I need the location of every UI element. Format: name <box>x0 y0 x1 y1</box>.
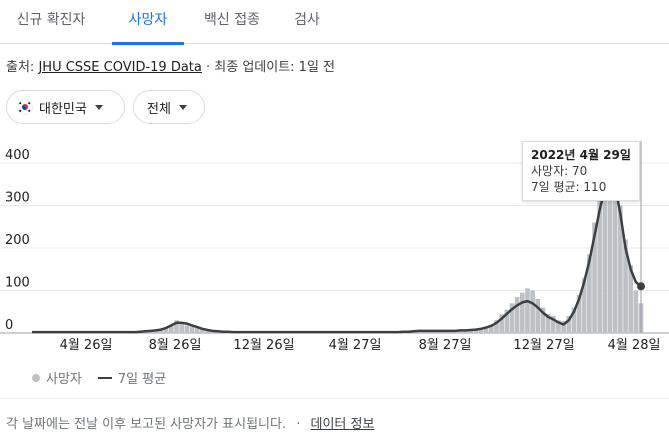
death-bar <box>597 197 603 333</box>
death-bar <box>561 321 566 333</box>
death-bar <box>478 328 484 333</box>
death-bar <box>581 277 587 333</box>
death-bar <box>623 239 628 333</box>
dropdown-caret-icon <box>94 104 103 110</box>
death-bar <box>205 330 210 333</box>
hover-point <box>637 282 645 291</box>
range-label: 전체 <box>147 101 171 117</box>
chart-tooltip: 2022년 4월 29일 사망자: 70 7일 평균: 110 <box>522 141 640 201</box>
x-tick-label: 8월 26일 <box>149 338 202 353</box>
footer-separator: · <box>296 417 301 432</box>
death-bar <box>545 313 551 333</box>
x-tick-label: 4월 28일 <box>608 338 661 353</box>
death-bar <box>163 328 169 333</box>
death-bar <box>463 330 468 333</box>
y-tick-label: 400 <box>5 148 30 163</box>
footer-note: 각 날짜에는 전날 이후 보고된 사망자가 표시됩니다. · 데이터 정보 <box>6 413 374 432</box>
death-bar <box>525 288 530 333</box>
death-bar <box>210 331 215 333</box>
death-bar <box>607 167 613 333</box>
source-link[interactable]: JHU CSSE COVID-19 Data <box>38 60 202 75</box>
tab-deaths[interactable]: 사망자 <box>112 0 184 45</box>
death-bar <box>612 180 618 333</box>
dropdown-caret-icon <box>178 104 187 110</box>
death-bar <box>494 320 499 333</box>
last-updated: · 최종 업데이트: 1일 전 <box>206 60 336 75</box>
y-tick-label: 100 <box>5 276 30 291</box>
death-bar <box>566 316 572 333</box>
x-tick-label: 4월 27일 <box>329 338 382 353</box>
legend-bars-label: 사망자 <box>46 372 82 387</box>
death-bar <box>199 329 205 333</box>
x-tick-label: 12월 26일 <box>233 338 294 353</box>
death-bar <box>189 326 195 333</box>
death-bar <box>535 299 541 333</box>
bars-legend-swatch <box>32 373 40 382</box>
country-selector[interactable]: 대한민국 <box>6 90 125 124</box>
death-bar <box>509 303 515 333</box>
death-bar <box>153 330 159 333</box>
legend-line-label: 7일 평균 <box>117 372 167 387</box>
death-bar <box>514 296 520 333</box>
x-tick-label: 4월 26일 <box>60 338 113 353</box>
x-tick-label: 12월 27일 <box>513 338 574 353</box>
death-bar <box>458 330 463 333</box>
death-bar <box>550 316 556 333</box>
seven-day-average-line <box>32 176 642 334</box>
data-info-link[interactable]: 데이터 정보 <box>310 417 375 432</box>
death-bar <box>483 327 489 333</box>
divider <box>0 398 669 399</box>
death-bar <box>499 314 504 333</box>
death-bar <box>602 175 608 333</box>
line-legend-swatch <box>97 376 112 379</box>
death-bar <box>174 320 179 333</box>
death-bar <box>618 205 623 333</box>
deaths-chart[interactable]: 0 100 200 300 400 4월 26일 8월 26일 12월 26일 4월 27일 8… <box>0 0 669 360</box>
footer-text: 각 날짜에는 전날 이후 보고된 사망자가 표시됩니다. <box>6 417 287 432</box>
tab-vaccinations[interactable]: 백신 접종 <box>204 12 260 28</box>
death-bar <box>504 309 510 333</box>
death-bar <box>530 290 535 333</box>
death-bar <box>179 323 184 333</box>
death-bar <box>633 290 639 333</box>
death-bar <box>158 330 164 333</box>
tab-new-cases[interactable]: 신규 확진자 <box>16 12 86 28</box>
y-tick-label: 0 <box>5 318 13 333</box>
y-tick-label: 200 <box>5 233 30 248</box>
death-bar <box>215 332 221 333</box>
death-bar <box>587 254 592 333</box>
death-bar <box>540 307 546 333</box>
x-tick-label: 8월 27일 <box>419 338 472 353</box>
death-bar <box>592 222 597 333</box>
death-bar <box>519 292 525 333</box>
country-label: 대한민국 <box>39 101 87 117</box>
death-bar <box>473 329 479 333</box>
death-bar <box>489 324 494 333</box>
tab-bar: 신규 확진자 사망자 백신 접종 검사 <box>0 0 669 45</box>
source-line: 출처: JHU CSSE COVID-19 Data · 최종 업데이트: 1일… <box>6 56 335 75</box>
chart-legend: 사망자 7일 평균 <box>32 368 166 387</box>
korea-flag-icon <box>17 99 33 115</box>
death-bar <box>468 330 474 333</box>
death-bar <box>556 320 561 333</box>
death-bar <box>184 325 190 333</box>
death-bar <box>628 265 634 333</box>
tooltip-date: 2022년 4월 29일 <box>531 148 631 162</box>
tooltip-deaths: 사망자: 70 <box>531 164 588 178</box>
death-bar <box>194 327 200 333</box>
tab-tests[interactable]: 검사 <box>294 12 320 28</box>
range-selector[interactable]: 전체 <box>133 90 205 124</box>
source-prefix: 출처: <box>6 60 35 75</box>
y-tick-label: 300 <box>5 191 30 206</box>
death-bar <box>169 325 174 333</box>
tooltip-average: 7일 평균: 110 <box>531 180 607 194</box>
death-bar <box>571 307 577 333</box>
death-bar <box>576 294 582 333</box>
